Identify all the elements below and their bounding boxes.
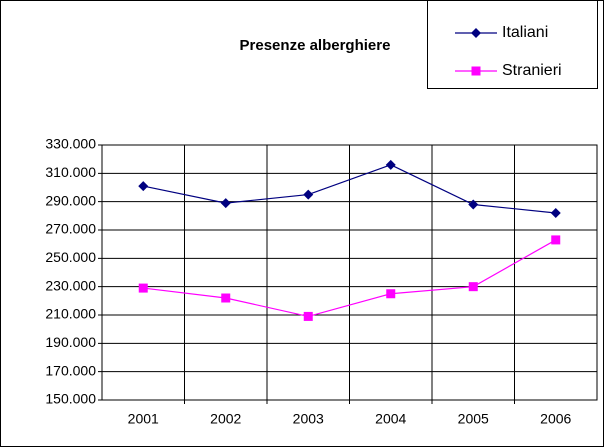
y-tick-label: 270.000 bbox=[45, 221, 96, 237]
point bbox=[551, 235, 561, 245]
y-tick-label: 210.000 bbox=[45, 306, 96, 322]
point bbox=[550, 208, 561, 218]
point bbox=[468, 282, 478, 292]
legend-label: Stranieri bbox=[502, 62, 562, 79]
point bbox=[385, 159, 396, 170]
y-tick-label: 310.000 bbox=[45, 164, 96, 180]
x-tick-label: 2006 bbox=[540, 411, 571, 427]
x-tick-label: 2004 bbox=[375, 411, 406, 427]
y-tick-label: 250.000 bbox=[45, 249, 96, 265]
y-tick-label: 330.000 bbox=[45, 136, 96, 152]
series-line bbox=[143, 164, 556, 214]
point bbox=[471, 28, 481, 38]
x-tick-label: 2001 bbox=[128, 411, 159, 427]
y-tick-label: 230.000 bbox=[45, 277, 96, 293]
point bbox=[386, 289, 396, 299]
y-tick-label: 150.000 bbox=[45, 391, 96, 407]
point bbox=[138, 283, 148, 293]
point bbox=[220, 198, 231, 209]
x-tick-label: 2005 bbox=[458, 411, 489, 427]
y-tick-label: 190.000 bbox=[45, 334, 96, 350]
point bbox=[138, 181, 149, 192]
point bbox=[303, 189, 314, 200]
x-tick-label: 2002 bbox=[210, 411, 241, 427]
point bbox=[471, 66, 481, 76]
legend-label: Italiani bbox=[502, 24, 548, 41]
point bbox=[468, 199, 479, 210]
series-line bbox=[143, 239, 557, 318]
chart-title: Presenze alberghiere bbox=[240, 37, 391, 54]
x-tick-label: 2003 bbox=[293, 411, 324, 427]
point bbox=[303, 311, 313, 321]
y-tick-label: 170.000 bbox=[45, 362, 96, 378]
y-tick-label: 290.000 bbox=[45, 192, 96, 208]
legend bbox=[427, 0, 598, 89]
point bbox=[221, 293, 231, 303]
